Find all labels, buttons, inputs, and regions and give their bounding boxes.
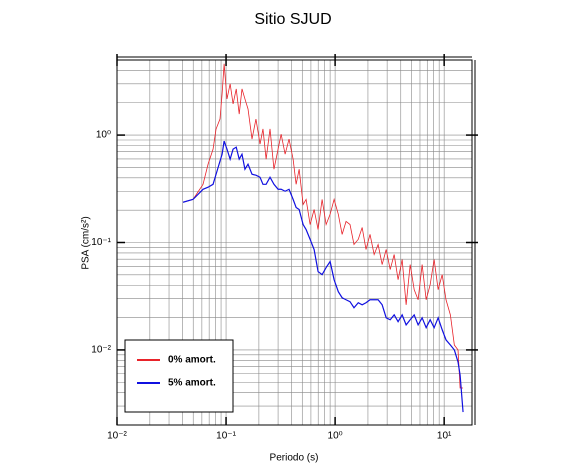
x-tick-label: 10⁻² [107,431,127,442]
legend-label: 5% amort. [168,378,216,389]
legend-label: 0% amort. [168,355,216,366]
x-tick-label: 10⁻¹ [216,431,236,442]
y-tick-label: 10⁻² [91,345,111,356]
series-line [182,63,464,389]
y-tick-label: 10⁰ [96,130,111,141]
y-axis-label: PSA (cm/s²) [81,216,92,269]
plot-frame [116,59,473,426]
series-line [182,140,464,413]
x-tick-label: 10¹ [437,431,452,442]
y-tick-label: 10⁻¹ [91,237,111,248]
chart-title: Sitio SJUD [254,11,331,28]
legend-box [124,339,234,413]
x-axis-label: Periodo (s) [270,453,319,464]
x-tick-label: 10⁰ [328,431,343,442]
